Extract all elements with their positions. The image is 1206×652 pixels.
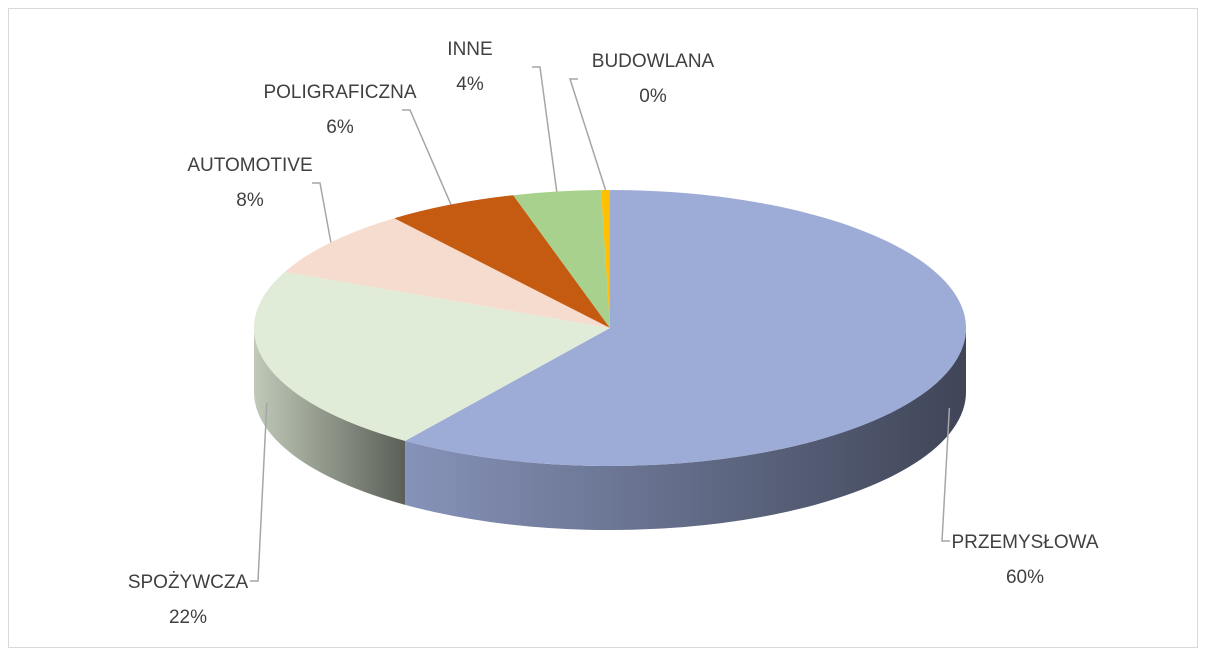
leader-line (568, 78, 607, 191)
leader-line (312, 182, 332, 243)
slice (394, 195, 610, 328)
data-label-value: 8% (236, 190, 264, 211)
data-label-value: 0% (639, 86, 667, 107)
data-label-value: 6% (326, 117, 354, 138)
slice (513, 190, 610, 328)
slice (601, 190, 610, 328)
leader-line (532, 66, 558, 192)
data-label-value: 22% (169, 607, 207, 628)
data-label-category: SPOŻYWCZA (128, 572, 249, 593)
data-label-category: BUDOWLANA (592, 51, 715, 72)
data-label-category: AUTOMOTIVE (187, 155, 312, 176)
data-label-category: POLIGRAFICZNA (263, 82, 416, 103)
slice (284, 218, 610, 328)
slice (405, 190, 967, 467)
slice-side-shade (253, 328, 406, 505)
slice-side-shade (405, 328, 967, 530)
data-label-value: 4% (456, 74, 484, 95)
leader-line (941, 408, 951, 542)
data-label-category: INNE (447, 39, 492, 60)
leader-line (250, 403, 268, 582)
slice (254, 271, 610, 441)
leader-line (402, 109, 452, 205)
data-label-category: PRZEMYSŁOWA (951, 532, 1098, 553)
data-label-value: 60% (1006, 567, 1044, 588)
